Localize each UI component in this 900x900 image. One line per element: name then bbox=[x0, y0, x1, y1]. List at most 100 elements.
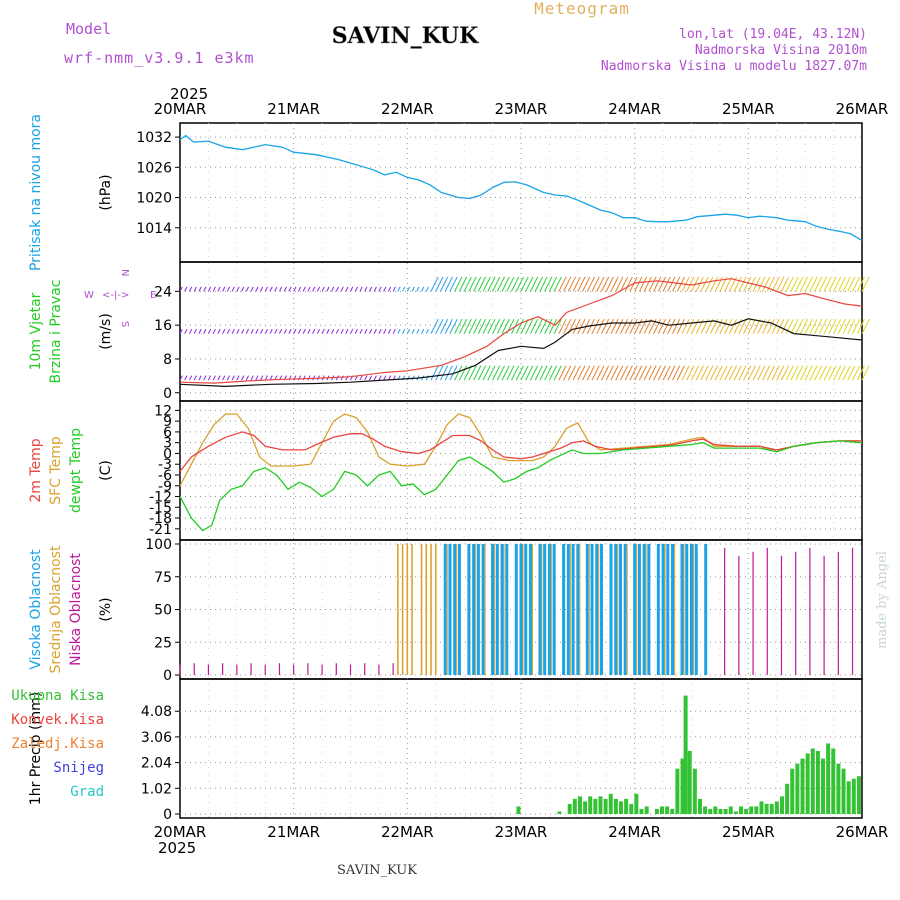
wind-barb bbox=[539, 318, 548, 334]
wind-speed-line bbox=[179, 318, 863, 388]
wind-barb bbox=[231, 375, 235, 381]
wind-barb bbox=[738, 365, 747, 381]
wind-barb bbox=[487, 365, 496, 381]
wind-barb bbox=[752, 276, 761, 292]
wind-barb bbox=[842, 276, 851, 292]
wind-barb bbox=[828, 318, 837, 334]
wind-barb bbox=[648, 276, 657, 292]
wind-barb bbox=[795, 365, 804, 381]
wind-barb bbox=[212, 375, 216, 381]
wind-barb bbox=[856, 276, 865, 292]
wind-barb bbox=[449, 318, 458, 334]
y-axis-label: Visoka Oblacnost bbox=[28, 549, 44, 670]
wind-barb bbox=[492, 365, 501, 381]
precip-legend-item: Grad bbox=[70, 784, 104, 800]
wind-barb bbox=[544, 318, 553, 334]
wind-barb bbox=[766, 318, 775, 334]
wind-barb bbox=[733, 365, 742, 381]
wind-barb bbox=[307, 375, 311, 381]
y-axis-label: Pritisak na nivou mora bbox=[28, 114, 44, 271]
wind-barb bbox=[506, 276, 515, 292]
wind-barb bbox=[520, 318, 529, 334]
wind-barb bbox=[269, 286, 273, 292]
wind-barb bbox=[373, 328, 377, 334]
wind-barb bbox=[700, 276, 709, 292]
wind-barb bbox=[762, 318, 771, 334]
wind-barb bbox=[364, 286, 368, 292]
wind-barb bbox=[620, 276, 629, 292]
wind-barb bbox=[847, 365, 856, 381]
wind-barb bbox=[709, 365, 719, 381]
wind-barb bbox=[596, 365, 605, 381]
wind-barb bbox=[212, 328, 216, 334]
precip-bar bbox=[826, 743, 831, 814]
wind-barb bbox=[411, 286, 415, 292]
precip-bar bbox=[815, 751, 820, 814]
y-tick-label: -18 bbox=[149, 511, 172, 527]
wind-barb bbox=[676, 318, 685, 334]
wind-barb bbox=[241, 286, 245, 292]
wind-barb bbox=[757, 276, 766, 292]
wind-barb bbox=[260, 328, 264, 334]
y-axis-label: (%) bbox=[98, 597, 114, 621]
y-tick-label: 9 bbox=[163, 414, 172, 430]
wind-barb bbox=[804, 318, 813, 334]
wind-barb bbox=[728, 365, 738, 381]
wind-barb bbox=[236, 286, 240, 292]
wind-barb bbox=[577, 276, 586, 292]
wind-barb bbox=[842, 365, 851, 381]
wind-barb bbox=[648, 365, 657, 381]
wind-barb bbox=[222, 328, 226, 334]
precip-bar bbox=[577, 796, 582, 814]
wind-barb bbox=[383, 328, 387, 334]
wind-barb bbox=[591, 276, 600, 292]
precip-bar bbox=[708, 808, 713, 814]
wind-barb bbox=[591, 318, 600, 334]
wind-barb bbox=[577, 365, 586, 381]
wind-barb bbox=[691, 318, 700, 334]
wind-barb bbox=[657, 318, 666, 334]
wind-barb bbox=[596, 318, 605, 334]
wind-barb bbox=[823, 365, 832, 381]
wind-barb bbox=[184, 286, 188, 292]
wind-barb bbox=[638, 365, 648, 381]
precip-bar bbox=[723, 808, 728, 814]
wind-barb bbox=[482, 365, 491, 381]
wind-barb bbox=[709, 276, 719, 292]
precip-bar bbox=[790, 768, 795, 814]
wind-barb bbox=[667, 365, 676, 381]
wind-barb bbox=[198, 286, 202, 292]
wind-barb bbox=[567, 276, 577, 292]
wind-barb bbox=[615, 365, 624, 381]
y-tick-label: 24 bbox=[154, 284, 172, 300]
wind-barb bbox=[681, 365, 690, 381]
wind-barb bbox=[785, 365, 794, 381]
wind-barb bbox=[814, 276, 823, 292]
precip-bar bbox=[831, 748, 836, 814]
wind-barb bbox=[558, 276, 567, 292]
wind-barb bbox=[563, 318, 572, 334]
wind-barb bbox=[766, 365, 775, 381]
wind-barb bbox=[719, 365, 728, 381]
precip-legend-item: Snijeg bbox=[53, 760, 104, 776]
wind-barb bbox=[515, 276, 524, 292]
wind-barb bbox=[312, 328, 316, 334]
precip-bar bbox=[644, 806, 649, 814]
precip-bar bbox=[703, 806, 708, 814]
wind-barb bbox=[544, 365, 553, 381]
y-tick-label: -3 bbox=[158, 457, 172, 473]
y-tick-label: 8 bbox=[163, 352, 172, 368]
wind-barb bbox=[501, 365, 510, 381]
wind-barb bbox=[525, 365, 534, 381]
wind-barb bbox=[714, 318, 723, 334]
wind-barb bbox=[752, 365, 761, 381]
wind-barb bbox=[700, 365, 709, 381]
precip-bar bbox=[583, 801, 588, 814]
wind-barb bbox=[781, 365, 790, 381]
wind-barb bbox=[454, 276, 463, 292]
wind-barb bbox=[421, 328, 425, 334]
precip-bar bbox=[759, 801, 764, 814]
precip-bar bbox=[821, 758, 826, 814]
wind-barb bbox=[605, 276, 614, 292]
wind-barb bbox=[724, 318, 733, 334]
